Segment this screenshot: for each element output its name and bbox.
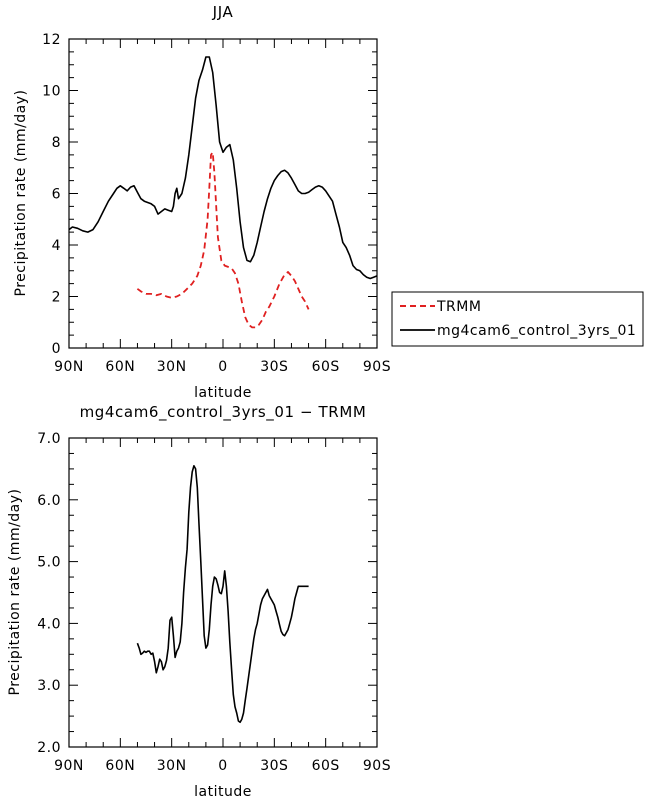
bottom-y-tick-label: 2.0 <box>37 740 61 756</box>
top-x-tick-label: 60N <box>105 359 135 375</box>
bottom-chart-title: mg4cam6_control_3yrs_01 − TRMM <box>80 403 367 422</box>
bottom-y-tick-label: 6.0 <box>37 493 61 509</box>
top-y-ticks: 0 2 4 6 8 10 12 <box>42 32 377 357</box>
legend-box <box>391 291 644 347</box>
top-plot-frame <box>68 38 378 349</box>
bottom-x-tick-label: 60S <box>312 758 340 774</box>
bottom-y-tick-label: 3.0 <box>37 678 61 694</box>
bottom-y-tick-label: 7.0 <box>37 431 61 447</box>
top-x-tick-label: 30N <box>157 359 187 375</box>
top-chart-title: JJA <box>212 3 234 21</box>
top-y-axis-label: Precipitation rate (mm/day) <box>13 89 29 296</box>
top-x-tick-label: 0 <box>218 359 227 375</box>
top-y-tick-label: 4 <box>52 238 61 254</box>
top-series-line-mg4cam6-control-3yrs-01 <box>68 56 378 280</box>
bottom-y-axis-label: Precipitation rate (mm/day) <box>7 488 23 695</box>
top-y-tick-label: 2 <box>52 290 61 306</box>
legend: TRMM mg4cam6_control_3yrs_01 <box>391 291 644 347</box>
bottom-y-tick-label: 5.0 <box>37 555 61 571</box>
top-x-axis-label: latitude <box>194 385 252 401</box>
top-y-tick-label: 6 <box>52 187 61 203</box>
bottom-y-tick-label: 4.0 <box>37 616 61 632</box>
bottom-x-tick-label: 0 <box>218 758 227 774</box>
legend-label-trmm: TRMM <box>436 299 481 315</box>
bottom-y-ticks: 2.0 3.0 4.0 5.0 6.0 7.0 <box>37 431 377 756</box>
top-series-line-trmm <box>136 151 310 329</box>
bottom-series-group <box>136 464 309 724</box>
bottom-x-tick-label: 30N <box>157 758 187 774</box>
bottom-x-tick-label: 60N <box>105 758 135 774</box>
bottom-x-axis-label: latitude <box>194 784 252 800</box>
top-y-tick-label: 0 <box>52 341 61 357</box>
bottom-x-tick-label: 90S <box>363 758 391 774</box>
legend-label-model: mg4cam6_control_3yrs_01 <box>437 323 636 339</box>
top-x-tick-label: 60S <box>312 359 340 375</box>
bottom-panel: mg4cam6_control_3yrs_01 − TRMM 2.0 3.0 4.0… <box>7 403 391 800</box>
top-panel: JJA 0 2 4 6 8 10 12 90N 60N 30N 0 30S 60S 90S latitu… <box>13 3 391 401</box>
top-x-tick-label: 90S <box>363 359 391 375</box>
bottom-series-line-difference <box>136 464 309 724</box>
top-x-ticks: 90N 60N 30N 0 30S 60S 90S <box>54 39 391 375</box>
bottom-plot-frame <box>68 437 378 748</box>
top-y-tick-label: 10 <box>42 84 61 100</box>
bottom-x-tick-label: 30S <box>260 758 288 774</box>
top-y-tick-label: 12 <box>42 32 61 48</box>
bottom-x-ticks: 90N 60N 30N 0 30S 60S 90S <box>54 438 391 774</box>
top-x-tick-label: 90N <box>54 359 84 375</box>
bottom-x-tick-label: 90N <box>54 758 84 774</box>
top-x-tick-label: 30S <box>260 359 288 375</box>
top-series-group <box>68 56 378 329</box>
top-y-tick-label: 8 <box>52 135 61 151</box>
